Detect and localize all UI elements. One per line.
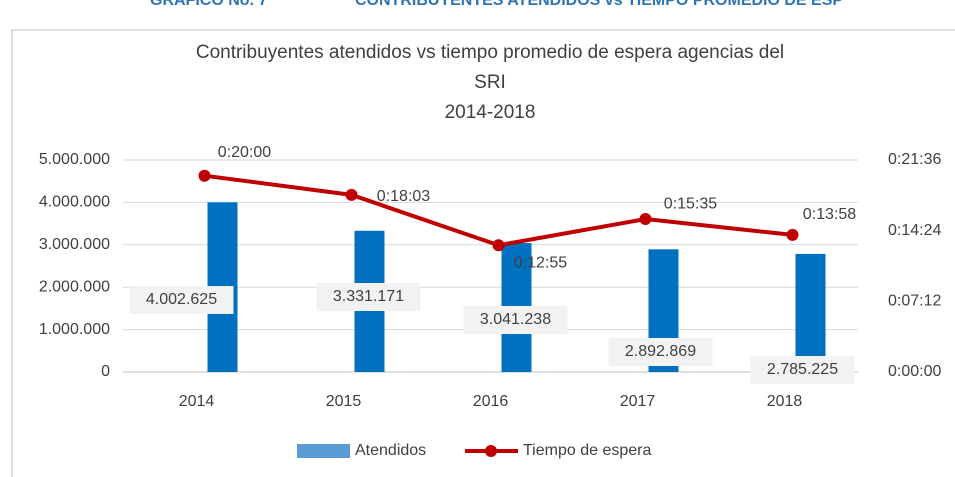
y-tick-label: 1.000.000 <box>39 321 110 338</box>
y2-tick-label: 0:21:36 <box>888 151 941 168</box>
x-tick-label: 2017 <box>620 393 656 410</box>
data-label: 2.785.225 <box>767 361 838 378</box>
y2-tick-label: 0:07:12 <box>888 293 941 310</box>
legend-label: Atendidos <box>355 442 426 459</box>
chart-subtitle: 2014-2018 <box>445 102 536 123</box>
x-tick-label: 2014 <box>179 393 215 410</box>
data-label-box <box>608 338 713 366</box>
data-label: 0:12:55 <box>514 254 567 271</box>
line-marker <box>786 228 799 241</box>
data-label: 0:13:58 <box>803 206 856 223</box>
x-tick-label: 2016 <box>473 393 509 410</box>
legend-swatch <box>297 444 350 458</box>
data-label: 3.041.238 <box>480 311 551 328</box>
data-label: 0:18:03 <box>377 188 430 205</box>
x-tick-label: 2015 <box>326 393 362 410</box>
y-tick-label: 3.000.000 <box>39 236 110 253</box>
line-marker <box>639 213 652 226</box>
data-label: 2.892.869 <box>625 343 696 360</box>
data-label-box <box>129 286 234 314</box>
data-label: 4.002.625 <box>146 291 217 308</box>
y-tick-label: 5.000.000 <box>39 151 110 168</box>
line-marker <box>345 188 358 201</box>
data-label: 0:20:00 <box>218 144 271 161</box>
bar <box>795 253 826 372</box>
y-tick-label: 2.000.000 <box>39 278 110 295</box>
y-tick-label: 0 <box>101 363 110 380</box>
chart-title: Contribuyentes atendidos vs tiempo prome… <box>196 42 784 63</box>
y2-tick-label: 0:14:24 <box>888 222 941 239</box>
data-label: 0:15:35 <box>664 195 717 212</box>
data-label-box <box>316 283 421 311</box>
data-label-box <box>750 356 855 384</box>
chart-title: SRI <box>474 72 506 93</box>
y-tick-label: 4.000.000 <box>39 194 110 211</box>
line-marker <box>198 169 211 182</box>
y2-tick-label: 0:00:00 <box>888 363 941 380</box>
x-tick-label: 2018 <box>767 393 803 410</box>
caption-number: GRAFICO No. 7 <box>150 0 267 9</box>
legend-marker <box>485 445 497 457</box>
chart-frame <box>11 29 955 477</box>
data-label: 3.331.171 <box>333 288 404 305</box>
caption-title: CONTRIBUYENTES ATENDIDOS vs TIEMPO PROME… <box>355 0 843 9</box>
legend-label: Tiempo de espera <box>523 442 651 459</box>
line-marker <box>492 239 505 252</box>
data-label-box <box>463 306 568 334</box>
